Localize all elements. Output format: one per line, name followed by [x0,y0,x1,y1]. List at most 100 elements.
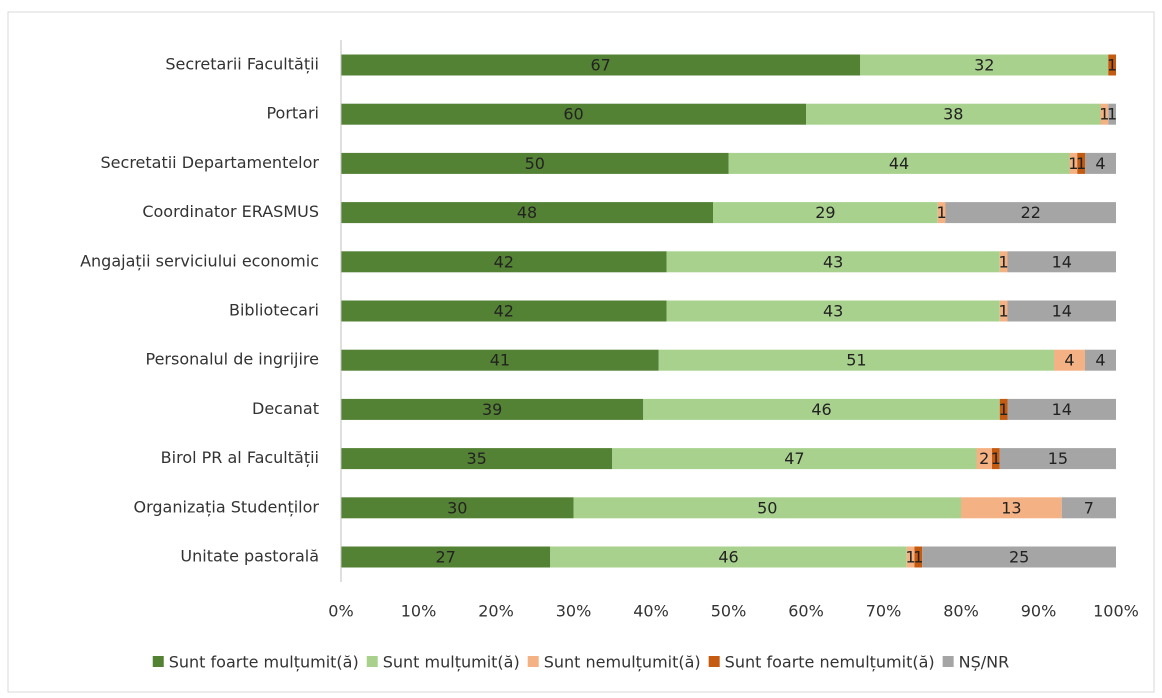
bar-segment [341,152,729,174]
bar-segment [341,546,551,568]
bar-segment [728,152,1070,174]
legend-label: Sunt nemulțumit(ă) [544,653,701,672]
bar-segment [341,54,861,76]
bar-segment [860,54,1109,76]
data-label: 15 [1048,449,1068,468]
bar-segment [906,546,915,568]
x-tick-label: 60% [788,602,824,621]
bar-segment [1108,103,1116,125]
y-tick-label: Secretarii Facultății [165,55,319,74]
data-label: 60 [563,105,583,124]
bar-segment [573,497,961,519]
y-tick-label: Unitate pastorală [180,547,319,566]
bar-segment [341,448,613,470]
data-label: 7 [1084,498,1094,517]
y-tick-label: Birol PR al Facultății [161,448,319,467]
data-label: 32 [974,56,994,75]
data-label: 4 [1064,351,1074,370]
bar-segment [1054,349,1085,371]
bar-segment [1007,398,1116,420]
legend-label: Sunt mulțumit(ă) [383,653,520,672]
data-label: 51 [846,351,866,370]
data-label: 1 [1107,56,1117,75]
bar-segment [1007,300,1116,322]
data-label: 1 [1107,105,1117,124]
bar-segment [922,546,1116,568]
data-label: 1 [906,548,916,567]
y-tick-label: Bibliotecari [229,301,319,320]
data-label: 35 [466,449,486,468]
data-label: 1 [999,302,1009,321]
data-label: 46 [811,400,831,419]
bar-segment [976,448,992,470]
y-tick-label: Decanat [252,399,319,418]
bar-segment [341,300,667,322]
x-tick-label: 70% [866,602,902,621]
bar-segment [1108,54,1116,76]
data-label: 43 [823,302,843,321]
bar-segment [992,448,1000,470]
data-label: 39 [482,400,502,419]
x-tick-label: 100% [1093,602,1139,621]
data-label: 1 [999,252,1009,271]
bar-segment [961,497,1062,519]
data-label: 1 [991,449,1001,468]
bar-segment [937,202,946,224]
bar-segment [341,497,574,519]
data-label: 14 [1052,252,1072,271]
legend-swatch [152,656,164,667]
legend-swatch [366,656,378,667]
y-tick-label: Secretatii Departamentelor [101,153,320,172]
bar-segment [1085,349,1116,371]
legend-label: Sunt foarte nemulțumit(ă) [725,653,935,672]
data-label: 1 [913,548,923,567]
data-label: 44 [889,154,909,173]
legend-label: Sunt foarte mulțumit(ă) [169,653,359,672]
bar-segment [643,398,1000,420]
bar-segment [341,349,659,371]
data-label: 67 [590,56,610,75]
data-label: 25 [1009,548,1029,567]
bar-segment [341,398,644,420]
x-tick-label: 30% [556,602,592,621]
legend-swatch [708,656,720,667]
data-label: 22 [1021,203,1041,222]
data-label: 27 [435,548,455,567]
x-tick-label: 90% [1021,602,1057,621]
bar-segment [1069,152,1078,174]
bar-segment [341,251,667,273]
bar-segment [550,546,907,568]
bar-segment [612,448,977,470]
y-tick-label: Coordinator ERASMUS [142,202,319,221]
x-tick-label: 10% [401,602,437,621]
data-label: 14 [1052,400,1072,419]
data-label: 1 [1068,154,1078,173]
data-label: 4 [1095,154,1105,173]
bar-segment [658,349,1054,371]
data-label: 1 [937,203,947,222]
data-label: 50 [757,498,777,517]
data-label: 2 [979,449,989,468]
data-label: 38 [943,105,963,124]
data-label: 4 [1095,351,1105,370]
data-label: 48 [517,203,537,222]
bar-segment [806,103,1101,125]
bar-segment [1100,103,1109,125]
x-tick-label: 40% [633,602,669,621]
bar-segment [999,448,1116,470]
data-label: 13 [1001,498,1021,517]
y-tick-label: Organizația Studenților [134,497,320,516]
y-tick-label: Personalul de ingrijire [146,350,320,369]
bar-segment [341,103,806,125]
y-tick-label: Angajații serviciului economic [80,251,319,270]
bar-segment [999,300,1008,322]
data-label: 50 [525,154,545,173]
bar-segment [666,251,1000,273]
data-label: 47 [784,449,804,468]
data-label: 46 [718,548,738,567]
bar-segment [1061,497,1116,519]
legend-swatch [527,656,539,667]
bar-segment [999,398,1008,420]
bar-segment [1007,251,1116,273]
data-label: 1 [999,400,1009,419]
